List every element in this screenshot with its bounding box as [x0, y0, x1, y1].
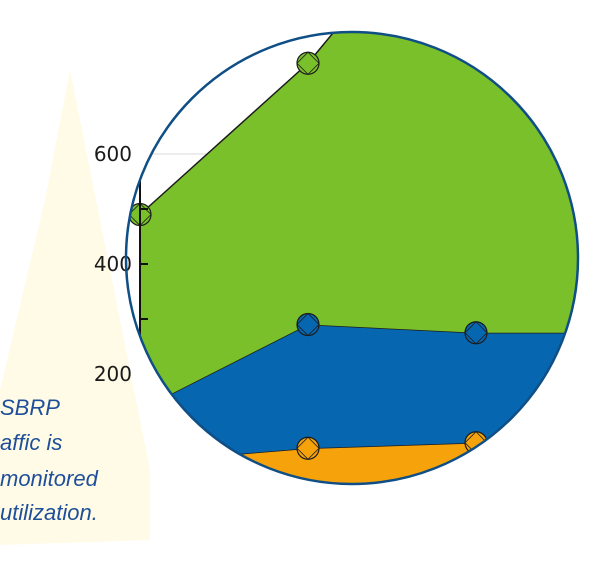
- marker-diamond: [296, 312, 320, 337]
- marker-series-2-point-2: [296, 312, 320, 337]
- marker-diamond: [296, 51, 320, 75]
- marker-series-3-point-2: [296, 51, 320, 75]
- area-series-3-outline: [139, 32, 578, 216]
- callout-line-1: SBRP: [0, 395, 60, 420]
- y-tick-label: 200: [94, 362, 132, 386]
- callout-line-4: utilization.: [0, 500, 98, 525]
- marker-series-1-point-2: [296, 436, 320, 460]
- y-tick-label: 600: [94, 142, 132, 166]
- marker-diamond: [296, 436, 320, 460]
- callout-line-3: monitored: [0, 466, 99, 491]
- callout-line-2: affic is: [0, 430, 62, 455]
- callout-wedge: [0, 70, 150, 545]
- lens-border: [124, 30, 580, 486]
- marker-diamond: [464, 321, 488, 345]
- marker-series-2-point-3: [464, 321, 488, 345]
- area-series-3: [140, 32, 578, 410]
- stacked-areas: [139, 32, 578, 484]
- chart-plot-area: [128, 32, 578, 484]
